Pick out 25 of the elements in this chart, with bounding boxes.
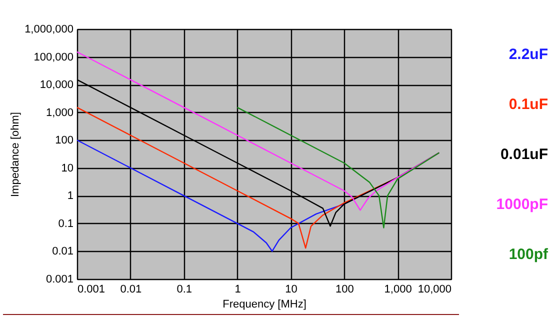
x-axis-title: Frequency [MHz] (222, 298, 306, 310)
y-tick-label: 100 (55, 134, 74, 147)
y-tick-label: 0.01 (52, 246, 74, 258)
y-tick-label: 0.001 (46, 274, 74, 286)
y-tick-label: 1,000,000 (24, 24, 74, 36)
y-tick-label: 10 (61, 162, 74, 174)
y-tick-label: 10,000 (40, 79, 74, 92)
x-tick-label: 1 (234, 284, 241, 296)
text: 1000pF (496, 196, 548, 213)
text: 100pf (508, 246, 549, 263)
text: 0.01uF (500, 146, 548, 163)
text: 2.2uF (508, 46, 548, 63)
y-tick-label: 1,000 (46, 106, 74, 119)
x-tick-label: 100 (335, 284, 354, 296)
x-tick-label: 0.1 (176, 284, 192, 296)
x-tick-label: 10,000 (418, 284, 452, 296)
x-tick-label: 0.001 (78, 284, 106, 296)
y-tick-label: 100,000 (34, 51, 74, 64)
x-tick-label: 10 (285, 284, 298, 296)
y-axis-title: Impedance [ohm] (10, 112, 22, 197)
x-tick-label: 1,000 (384, 284, 412, 296)
text: 0.1uF (508, 96, 548, 113)
y-tick-label: 0.1 (58, 218, 74, 230)
x-tick-label: 0.01 (120, 284, 142, 296)
y-tick-label: 1 (67, 190, 74, 202)
